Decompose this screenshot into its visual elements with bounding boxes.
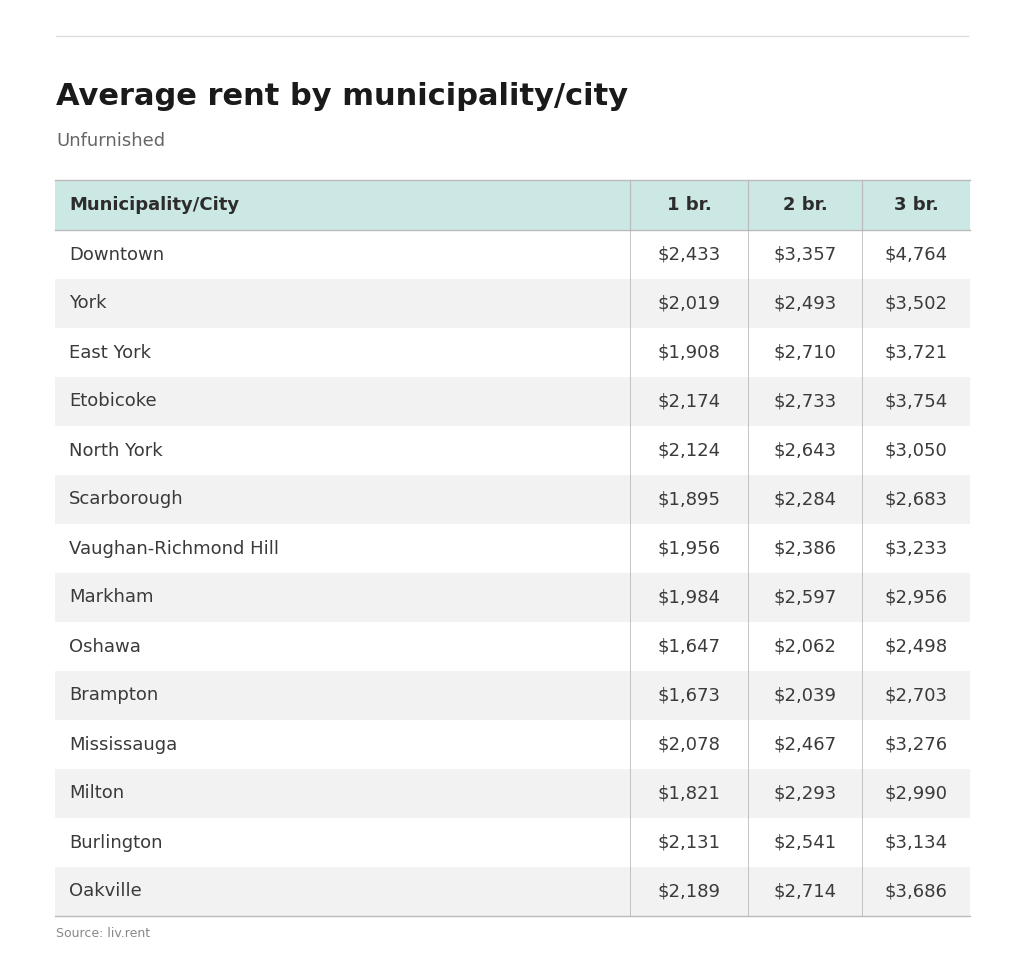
Text: $1,908: $1,908 [657, 344, 720, 361]
Text: $2,714: $2,714 [773, 882, 837, 901]
Text: $2,498: $2,498 [885, 637, 947, 656]
Bar [55, 769, 970, 818]
Text: York: York [69, 295, 106, 312]
Text: $3,357: $3,357 [773, 246, 837, 264]
Text: $1,821: $1,821 [657, 785, 721, 802]
Text: $3,686: $3,686 [885, 882, 947, 901]
Bar [55, 524, 970, 573]
Text: 3 br.: 3 br. [894, 196, 938, 214]
Text: 1 br.: 1 br. [667, 196, 712, 214]
Text: $2,386: $2,386 [773, 540, 837, 557]
Text: $2,124: $2,124 [657, 441, 721, 460]
Text: $4,764: $4,764 [885, 246, 947, 264]
Text: $3,050: $3,050 [885, 441, 947, 460]
Bar [55, 475, 970, 524]
Text: 2 br.: 2 br. [782, 196, 827, 214]
Text: $2,683: $2,683 [885, 491, 947, 508]
Bar [55, 671, 970, 720]
Text: $2,284: $2,284 [773, 491, 837, 508]
Bar [55, 180, 970, 230]
Text: $3,233: $3,233 [885, 540, 947, 557]
Text: Mississauga: Mississauga [69, 736, 177, 753]
Text: Oshawa: Oshawa [69, 637, 141, 656]
Text: $2,293: $2,293 [773, 785, 837, 802]
Text: $2,131: $2,131 [657, 834, 721, 851]
Text: Municipality/City: Municipality/City [69, 196, 240, 214]
Text: $2,990: $2,990 [885, 785, 947, 802]
Text: $2,493: $2,493 [773, 295, 837, 312]
Text: East York: East York [69, 344, 151, 361]
Text: $2,733: $2,733 [773, 392, 837, 411]
Text: Downtown: Downtown [69, 246, 164, 264]
Text: $2,174: $2,174 [657, 392, 721, 411]
Bar [55, 573, 970, 622]
Text: $1,647: $1,647 [657, 637, 721, 656]
Text: Burlington: Burlington [69, 834, 163, 851]
Text: $2,467: $2,467 [773, 736, 837, 753]
Text: Vaughan-Richmond Hill: Vaughan-Richmond Hill [69, 540, 279, 557]
Bar [55, 328, 970, 377]
Text: $2,703: $2,703 [885, 686, 947, 705]
Text: $1,956: $1,956 [657, 540, 721, 557]
Text: Source: liv.rent: Source: liv.rent [56, 927, 151, 940]
Bar [55, 622, 970, 671]
Text: Markham: Markham [69, 589, 154, 606]
Text: $3,502: $3,502 [885, 295, 947, 312]
Text: $1,984: $1,984 [657, 589, 721, 606]
Bar [55, 279, 970, 328]
Text: $3,754: $3,754 [885, 392, 947, 411]
Text: $2,956: $2,956 [885, 589, 947, 606]
Text: $2,039: $2,039 [773, 686, 837, 705]
Text: $2,433: $2,433 [657, 246, 721, 264]
Text: $3,721: $3,721 [885, 344, 947, 361]
Text: Brampton: Brampton [69, 686, 159, 705]
Text: Unfurnished: Unfurnished [56, 132, 165, 150]
Text: North York: North York [69, 441, 163, 460]
Text: Milton: Milton [69, 785, 124, 802]
Text: Etobicoke: Etobicoke [69, 392, 157, 411]
Bar [55, 818, 970, 867]
Text: $2,019: $2,019 [657, 295, 721, 312]
Text: $2,189: $2,189 [657, 882, 721, 901]
Text: $3,276: $3,276 [885, 736, 947, 753]
Bar [55, 867, 970, 916]
Text: Scarborough: Scarborough [69, 491, 183, 508]
Text: $2,643: $2,643 [773, 441, 837, 460]
Bar [55, 377, 970, 426]
Text: Average rent by municipality/city: Average rent by municipality/city [56, 82, 628, 111]
Text: $2,541: $2,541 [773, 834, 837, 851]
Text: $2,078: $2,078 [657, 736, 721, 753]
Bar [55, 230, 970, 279]
Text: $2,597: $2,597 [773, 589, 837, 606]
Text: $1,895: $1,895 [657, 491, 721, 508]
Text: $2,710: $2,710 [773, 344, 837, 361]
Text: $2,062: $2,062 [773, 637, 837, 656]
Bar [55, 720, 970, 769]
Text: $1,673: $1,673 [657, 686, 721, 705]
Text: Oakville: Oakville [69, 882, 141, 901]
Bar [55, 426, 970, 475]
Text: $3,134: $3,134 [885, 834, 947, 851]
